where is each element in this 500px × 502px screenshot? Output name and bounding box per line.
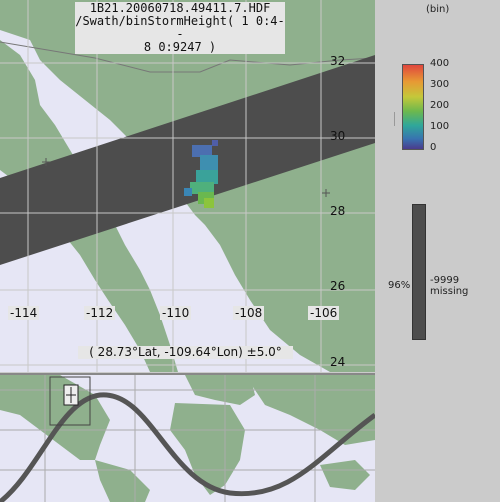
colorbar[interactable] [402,64,424,150]
missing-value: -9999 [430,275,459,286]
colorbar-tick: 0 [430,142,436,153]
overview-canvas[interactable] [0,375,375,502]
lon-label: -110 [160,306,191,320]
unit-label: (bin) [426,4,449,15]
file-title: 1B21.20060718.49411.7.HDF /Swath/binStor… [75,2,285,54]
colorbar-tick: 100 [430,121,449,132]
lat-label: 30 [330,129,345,143]
crosshair-icon [64,385,78,405]
missing-percent: 96% [388,280,410,291]
cursor-readout: ( 28.73°Lat, -109.64°Lon) ±5.0° [78,346,293,359]
colorbar-tick: 300 [430,79,449,90]
lon-label: -106 [308,306,339,320]
colorbar-tick: 200 [430,100,449,111]
lon-label: -112 [84,306,115,320]
lon-label: -114 [8,306,39,320]
title-line-2: /Swath/binStormHeight( 1 0:4-- [75,15,285,41]
lat-label: 24 [330,355,345,369]
missing-label: missing [430,286,468,297]
colorbar-tick: 400 [430,58,449,69]
lat-label: 26 [330,279,345,293]
missing-bar [412,204,426,340]
overview-map[interactable] [0,373,375,502]
slider-handle[interactable] [394,112,395,126]
map-panel[interactable]: 1B21.20060718.49411.7.HDF /Swath/binStor… [0,0,375,372]
lat-label: 32 [330,54,345,68]
legend-panel: (bin) 400 300 200 100 0 96% -9999 missin… [376,0,500,500]
title-line-3: 8 0:9247 ) [75,41,285,54]
lat-label: 28 [330,204,345,218]
lon-label: -108 [233,306,264,320]
